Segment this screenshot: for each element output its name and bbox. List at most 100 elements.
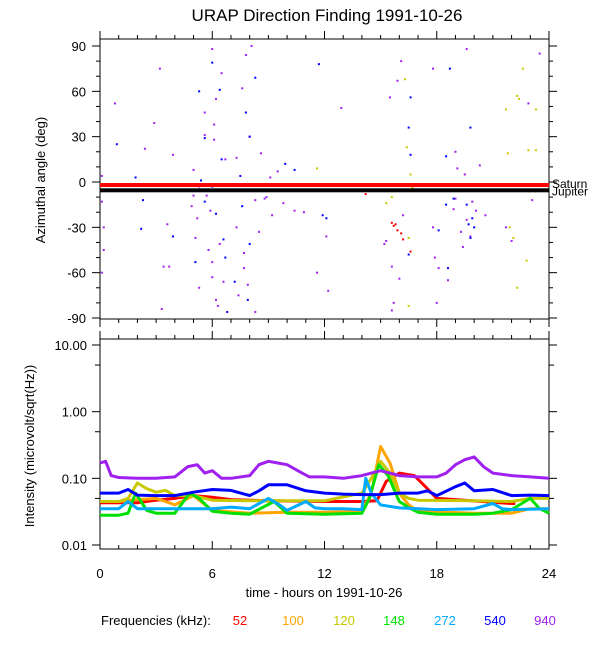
scatter-point-940 xyxy=(213,138,216,141)
scatter-point-540 xyxy=(244,111,247,114)
legend-item-148khz: 148 xyxy=(383,613,405,628)
scatter-point-120 xyxy=(407,236,410,239)
scatter-point-120 xyxy=(411,187,414,190)
top-y-tick-label: 0 xyxy=(79,175,86,190)
scatter-point-940 xyxy=(471,200,474,203)
bottom-plot-frame xyxy=(99,338,550,550)
scatter-point-940 xyxy=(216,304,219,307)
scatter-point-120 xyxy=(527,149,530,152)
scatter-point-940 xyxy=(383,242,386,245)
scatter-point-940 xyxy=(254,199,257,202)
scatter-point-940 xyxy=(316,271,319,274)
scatter-point-52 xyxy=(409,250,412,253)
scatter-point-940 xyxy=(302,211,305,214)
scatter-point-940 xyxy=(190,205,193,208)
scatter-point-940 xyxy=(271,214,274,217)
scatter-point-540 xyxy=(211,61,214,64)
x-axis-label: time - hours on 1991-10-26 xyxy=(246,585,403,600)
scatter-point-540 xyxy=(407,126,410,129)
scatter-point-940 xyxy=(100,271,103,274)
scatter-point-120 xyxy=(403,78,406,81)
scatter-point-940 xyxy=(244,54,247,57)
scatter-point-52 xyxy=(364,193,367,196)
scatter-point-940 xyxy=(168,265,171,268)
scatter-point-940 xyxy=(218,242,221,245)
legend-title: Frequencies (kHz): xyxy=(101,613,211,628)
intensity-line-940khz xyxy=(99,455,550,480)
scatter-point-120 xyxy=(518,97,521,100)
scatter-point-940 xyxy=(265,196,268,199)
scatter-point-940 xyxy=(435,301,438,304)
scatter-point-540 xyxy=(224,256,227,259)
scatter-point-940 xyxy=(276,170,279,173)
scatter-point-120 xyxy=(534,149,537,152)
scatter-point-940 xyxy=(100,200,103,203)
bottom-y-tick-label: 1.00 xyxy=(62,405,87,420)
scatter-point-940 xyxy=(432,67,435,70)
scatter-point-940 xyxy=(460,230,463,233)
scatter-point-540 xyxy=(171,235,174,238)
scatter-point-940 xyxy=(241,87,244,90)
scatter-point-120 xyxy=(504,108,507,111)
bottom-y-axis-label: Intensity (microvolt/sqrt(Hz)) xyxy=(22,365,37,528)
scatter-point-940 xyxy=(162,265,165,268)
scatter-point-540 xyxy=(134,176,137,179)
scatter-point-120 xyxy=(516,286,519,289)
scatter-point-540 xyxy=(233,280,236,283)
scatter-point-540 xyxy=(448,67,451,70)
scatter-point-540 xyxy=(248,135,251,138)
scatter-point-540 xyxy=(469,236,472,239)
scatter-point-940 xyxy=(113,102,116,105)
scatter-point-940 xyxy=(263,197,266,200)
scatter-point-120 xyxy=(316,167,319,170)
scatter-point-940 xyxy=(205,194,208,197)
top-y-tick-label: -90 xyxy=(67,311,86,326)
scatter-point-940 xyxy=(484,214,487,217)
scatter-point-940 xyxy=(475,209,478,212)
x-tick-label: 24 xyxy=(542,566,556,581)
scatter-point-940 xyxy=(340,106,343,109)
scatter-point-120 xyxy=(407,304,410,307)
scatter-point-540 xyxy=(218,88,221,91)
scatter-point-540 xyxy=(469,126,472,129)
top-y-tick-label: -60 xyxy=(67,266,86,281)
scatter-point-540 xyxy=(284,162,287,165)
scatter-point-940 xyxy=(396,79,399,82)
intensity-line-148khz xyxy=(100,463,550,517)
x-tick-label: 6 xyxy=(209,566,216,581)
scatter-point-540 xyxy=(254,76,257,79)
legend-item-940khz: 940 xyxy=(534,613,556,628)
scatter-point-120 xyxy=(534,108,537,111)
scatter-point-940 xyxy=(504,226,507,229)
scatter-point-940 xyxy=(392,301,395,304)
scatter-point-940 xyxy=(293,209,296,212)
scatter-point-940 xyxy=(243,267,246,270)
intensity-line-100khz xyxy=(100,445,549,515)
scatter-point-940 xyxy=(390,265,393,268)
scatter-point-940 xyxy=(402,214,405,217)
scatter-point-540 xyxy=(293,168,296,171)
scatter-point-940 xyxy=(224,158,227,161)
chart-title: URAP Direction Finding 1991-10-26 xyxy=(192,6,463,25)
scatter-point-540 xyxy=(437,229,440,232)
top-y-tick-label: 30 xyxy=(72,130,86,145)
scatter-point-540 xyxy=(203,200,206,203)
scatter-point-120 xyxy=(405,146,408,149)
scatter-point-540 xyxy=(203,137,206,140)
scatter-point-540 xyxy=(200,179,203,182)
scatter-point-940 xyxy=(214,298,217,301)
scatter-point-940 xyxy=(465,218,468,221)
scatter-point-540 xyxy=(473,226,476,229)
scatter-point-940 xyxy=(211,261,214,264)
scatter-point-540 xyxy=(198,90,201,93)
scatter-point-940 xyxy=(538,52,541,55)
scatter-point-120 xyxy=(385,202,388,205)
scatter-point-120 xyxy=(390,196,393,199)
scatter-point-940 xyxy=(213,123,216,126)
scatter-point-940 xyxy=(207,249,210,251)
top-y-tick-label: 90 xyxy=(72,39,86,54)
top-y-axis-label: Azimuthal angle (deg) xyxy=(33,117,48,243)
scatter-point-940 xyxy=(446,279,449,282)
reference-line-jupiter xyxy=(100,188,549,193)
scatter-point-52 xyxy=(390,221,393,224)
